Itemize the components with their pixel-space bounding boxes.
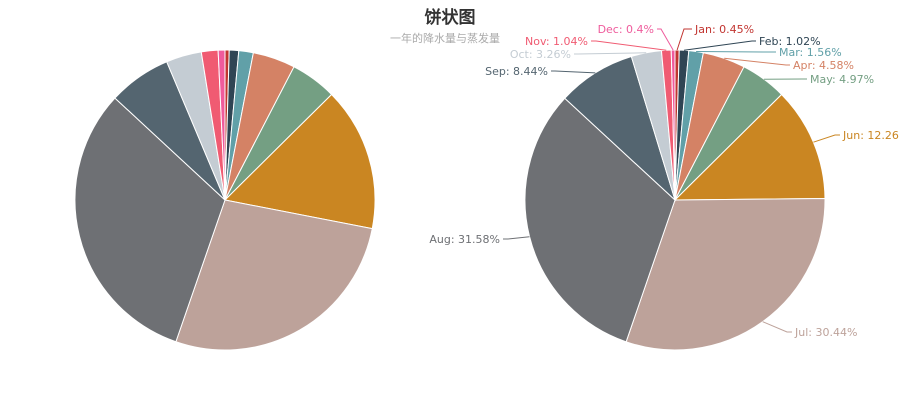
slice-label-jul: Jul: 30.44%	[794, 326, 857, 339]
slice-label-mar: Mar: 1.56%	[779, 46, 842, 59]
slice-label-dec: Dec: 0.4%	[598, 23, 654, 36]
slice-label-may: May: 4.97%	[810, 73, 874, 86]
pie-1	[74, 49, 376, 351]
label-line-feb	[683, 40, 756, 51]
slice-label-sep: Sep: 8.44%	[485, 65, 548, 78]
slice-label-apr: Apr: 4.58%	[793, 59, 854, 72]
pie-2-slice-jul[interactable]	[625, 197, 826, 351]
label-line-jan	[676, 28, 692, 51]
pie-2: Jan: 0.45% Feb: 1.02%Mar: 1.56%Apr: 4.58%…	[429, 23, 899, 351]
label-line-nov	[591, 40, 667, 51]
label-line-aug	[503, 236, 530, 240]
pie-2-slice-dec[interactable]	[670, 49, 676, 201]
slice-label-jun: Jun: 12.26	[842, 129, 899, 142]
pie-2-slice-aug[interactable]	[524, 97, 676, 343]
slice-label-oct: Oct: 3.26%	[510, 48, 571, 61]
label-line-sep	[551, 70, 596, 74]
slice-label-nov: Nov: 1.04%	[525, 35, 588, 48]
pie-1-slice-aug[interactable]	[74, 97, 226, 343]
pie-1-slice-dec[interactable]	[217, 49, 226, 201]
chart-subtitle: 一年的降水量与蒸发量	[390, 32, 500, 45]
label-line-jul	[762, 321, 792, 333]
label-line-mar	[696, 51, 776, 53]
pie-1-slice-jul[interactable]	[175, 199, 373, 351]
slice-label-aug: Aug: 31.58%	[429, 233, 500, 246]
label-line-apr	[724, 57, 790, 66]
slice-label-feb: Feb: 1.02%	[759, 35, 821, 48]
pie-1-slice-jun[interactable]	[223, 93, 376, 230]
chart-title: 饼状图	[424, 8, 476, 28]
slice-label-jan: Jan: 0.45%	[694, 23, 754, 36]
label-line-jun	[813, 134, 840, 143]
label-line-dec	[657, 28, 674, 51]
label-line-oct	[574, 52, 647, 55]
